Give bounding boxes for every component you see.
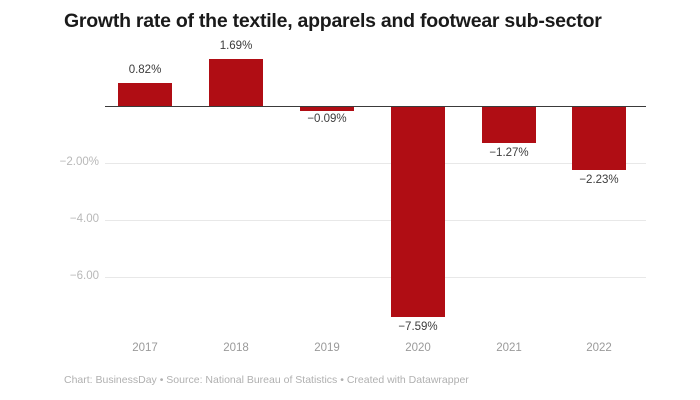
chart-title: Growth rate of the textile, apparels and…: [64, 10, 602, 32]
gridline-y-2: [105, 220, 646, 221]
bar-2018[interactable]: [209, 59, 263, 106]
bar-label-2018: 1.69%: [219, 40, 253, 52]
bar-label-2020: −7.59%: [398, 321, 438, 333]
bar-2022[interactable]: [572, 107, 626, 170]
gridline-y-1: [105, 163, 646, 164]
zero-axis-line: [105, 106, 646, 107]
x-axis-tick-2022: 2022: [586, 342, 612, 354]
x-axis-tick-2017: 2017: [132, 342, 158, 354]
x-axis-tick-2018: 2018: [223, 342, 249, 354]
bar-label-2019: −0.09%: [307, 113, 347, 125]
y-axis-tick-label: −6.00: [69, 270, 99, 282]
x-axis-tick-2021: 2021: [496, 342, 522, 354]
bar-label-2017: 0.82%: [128, 64, 162, 76]
y-axis-tick-label: −4.00: [69, 213, 99, 225]
bar-2017[interactable]: [118, 83, 172, 106]
bar-2021[interactable]: [482, 107, 536, 143]
y-axis-tick-label: −2.00%: [59, 156, 99, 168]
chart-source-note: Chart: BusinessDay • Source: National Bu…: [64, 374, 469, 386]
bar-label-2021: −1.27%: [489, 147, 529, 159]
x-axis-tick-2020: 2020: [405, 342, 431, 354]
bar-label-2022: −2.23%: [579, 174, 619, 186]
x-axis-tick-2019: 2019: [314, 342, 340, 354]
bar-2019[interactable]: [300, 107, 354, 111]
bar-2020[interactable]: [391, 107, 445, 317]
gridline-y-3: [105, 277, 646, 278]
